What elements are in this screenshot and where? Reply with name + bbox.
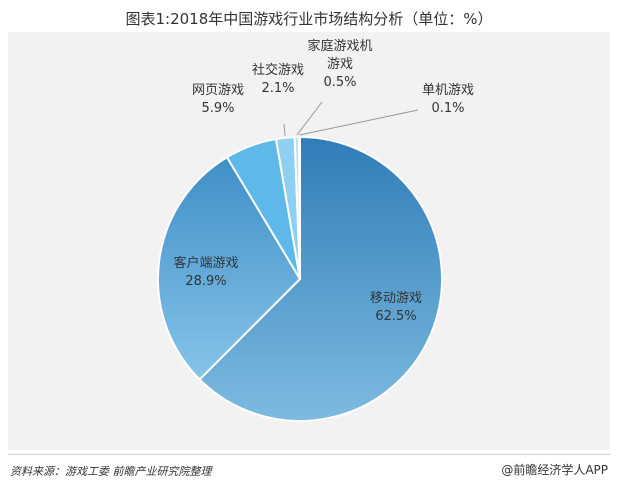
slice-label-4: 家庭游戏机游戏 0.5% xyxy=(307,38,372,90)
slice-name-1: 客户端游戏 xyxy=(173,255,238,271)
slice-value-3: 2.1% xyxy=(261,81,294,96)
slice-label-2: 网页游戏 5.9% xyxy=(192,83,244,116)
leader-line-5 xyxy=(299,109,419,136)
slice-value-1: 28.9% xyxy=(185,274,226,289)
slice-label-3: 社交游戏 2.1% xyxy=(252,62,304,96)
slice-name-5: 单机游戏 xyxy=(422,83,474,98)
slice-name-4: 家庭游戏机 xyxy=(307,38,372,54)
pie-chart: 移动游戏 62.5% 客户端游戏 28.9% 网页游戏 5.9% 社交游戏 2.1% 家庭游戏机… xyxy=(157,38,474,422)
slice-name-0: 移动游戏 xyxy=(370,291,422,306)
slice-value-0: 62.5% xyxy=(375,309,416,324)
pie-slice-1 xyxy=(157,155,302,381)
slice-name-2: 网页游戏 xyxy=(192,83,244,98)
slice-value-2: 5.9% xyxy=(201,101,234,116)
slice-label-1: 客户端游戏 28.9% xyxy=(173,255,238,289)
pie-slice-5 xyxy=(298,135,301,280)
slice-label-5: 单机游戏 0.1% xyxy=(422,83,474,116)
footer-divider xyxy=(8,454,610,455)
slice-name-3: 社交游戏 xyxy=(252,62,304,78)
slice-value-5: 0.1% xyxy=(431,101,464,116)
brand-mark: @前瞻经济学人APP xyxy=(501,463,608,477)
slice-label-0: 移动游戏 62.5% xyxy=(370,291,422,324)
leader-line-3 xyxy=(283,123,286,136)
slice-value-4: 0.5% xyxy=(323,75,356,90)
leader-line-4 xyxy=(296,101,323,136)
chart-title: 图表1:2018年中国游戏行业市场结构分析（单位：%） xyxy=(125,10,493,28)
pie-slice-0 xyxy=(198,135,443,422)
chart-area: 移动游戏 62.5% 客户端游戏 28.9% 网页游戏 5.9% 社交游戏 2.1% 家庭游戏机… xyxy=(8,32,610,450)
slice-name-4: 游戏 xyxy=(327,57,353,72)
source-note: 资料来源：游戏工委 前瞻产业研究院整理 xyxy=(10,465,212,478)
